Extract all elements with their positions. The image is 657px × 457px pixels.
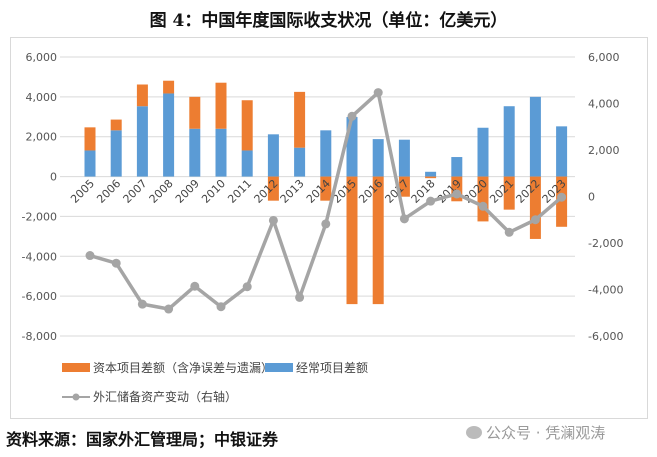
bar-capital-account — [451, 176, 463, 202]
bar-capital-account — [294, 91, 306, 148]
right-axis-tick: 6,000 — [588, 51, 620, 64]
bar-current-account — [84, 150, 96, 177]
line-point — [164, 304, 174, 314]
bar-capital-account — [136, 84, 148, 107]
right-axis-tick: 0 — [588, 191, 595, 204]
bar-current-account — [136, 106, 148, 177]
left-axis-tick: 0 — [50, 171, 57, 184]
bar-capital-account — [346, 176, 358, 305]
right-axis-tick: -4,000 — [588, 284, 623, 297]
left-axis-tick: 4,000 — [26, 91, 58, 104]
x-axis-tick: 2005 — [68, 177, 97, 206]
bar-capital-account — [372, 176, 384, 305]
right-axis-tick: -2,000 — [588, 237, 623, 250]
bar-capital-account — [503, 176, 515, 210]
line-point — [504, 227, 514, 237]
legend-swatch-current — [265, 363, 293, 372]
bar-current-account — [556, 126, 568, 177]
line-point — [242, 282, 252, 292]
line-point — [111, 258, 121, 268]
left-axis-tick: -6,000 — [22, 290, 57, 303]
legend-label-current: 经常项目差额 — [296, 361, 368, 375]
bar-current-account — [110, 130, 122, 177]
bar-capital-account — [189, 96, 201, 129]
bar-current-account — [425, 171, 437, 177]
bar-capital-account — [110, 119, 122, 131]
bar-current-account — [372, 139, 384, 177]
bar-current-account — [294, 147, 306, 177]
bar-capital-account — [477, 176, 489, 222]
line-point — [399, 214, 409, 224]
bar-current-account — [346, 116, 358, 177]
bar-current-account — [267, 134, 279, 177]
line-point — [530, 215, 540, 225]
bar-capital-account — [267, 176, 279, 201]
line-point — [478, 201, 488, 211]
line-point — [373, 88, 383, 98]
bar-current-account — [163, 93, 175, 177]
bar-capital-account — [320, 176, 332, 201]
bar-current-account — [241, 150, 253, 177]
line-point — [190, 281, 200, 291]
line-point — [295, 292, 305, 302]
bar-current-account — [451, 157, 463, 177]
bar-current-account — [529, 96, 541, 177]
line-point — [452, 189, 462, 199]
left-axis-tick: -4,000 — [22, 250, 57, 263]
x-axis-tick: 2006 — [94, 177, 123, 206]
bar-capital-account — [84, 127, 96, 151]
bar-current-account — [477, 127, 489, 177]
bar-capital-account — [398, 176, 410, 197]
right-axis-tick: -6,000 — [588, 330, 623, 343]
x-axis-tick: 2013 — [278, 177, 307, 206]
watermark: 公众号 · 凭澜观涛 — [466, 422, 605, 443]
bar-current-account — [215, 128, 227, 177]
right-axis-tick: 4,000 — [588, 98, 620, 111]
legend-label-reserve: 外汇储备资产变动（右轴） — [93, 389, 237, 404]
left-axis-tick: 2,000 — [26, 131, 58, 144]
source-note: 资料来源：国家外汇管理局；中银证券 — [6, 430, 279, 449]
x-axis-tick: 2009 — [173, 177, 202, 206]
bar-current-account — [320, 130, 332, 177]
bar-current-account — [398, 139, 410, 177]
line-point — [137, 299, 147, 309]
left-axis-tick: -2,000 — [22, 210, 57, 223]
bar-capital-account — [241, 100, 253, 151]
line-point — [216, 302, 226, 312]
x-axis-tick: 2008 — [147, 177, 176, 206]
bar-capital-account — [425, 176, 437, 179]
legend-marker-reserve — [72, 393, 80, 401]
line-point — [557, 192, 567, 202]
left-axis-tick: 6,000 — [26, 51, 58, 64]
left-axis-tick: -8,000 — [22, 330, 57, 343]
bar-current-account — [503, 106, 515, 177]
bar-capital-account — [215, 82, 227, 129]
right-axis-tick: 2,000 — [588, 144, 620, 157]
watermark-text: 公众号 · 凭澜观涛 — [486, 424, 606, 442]
line-point — [347, 111, 357, 121]
bar-capital-account — [163, 80, 175, 94]
chart-frame — [10, 37, 648, 419]
line-point — [426, 196, 436, 206]
chart-title: 图 4：中国年度国际收支状况（单位：亿美元） — [149, 11, 508, 31]
line-point — [321, 219, 331, 229]
legend-label-capital: 资本项目差额（含净误差与遗漏） — [93, 360, 273, 375]
legend-swatch-capital — [62, 363, 90, 372]
x-axis-tick: 2007 — [121, 177, 150, 206]
x-axis-tick: 2010 — [199, 177, 228, 206]
wechat-icon — [466, 426, 482, 439]
x-axis-tick: 2011 — [225, 177, 254, 206]
line-point — [268, 215, 278, 225]
bar-current-account — [189, 128, 201, 177]
line-point — [85, 251, 95, 261]
bar-capital-account — [529, 176, 541, 239]
